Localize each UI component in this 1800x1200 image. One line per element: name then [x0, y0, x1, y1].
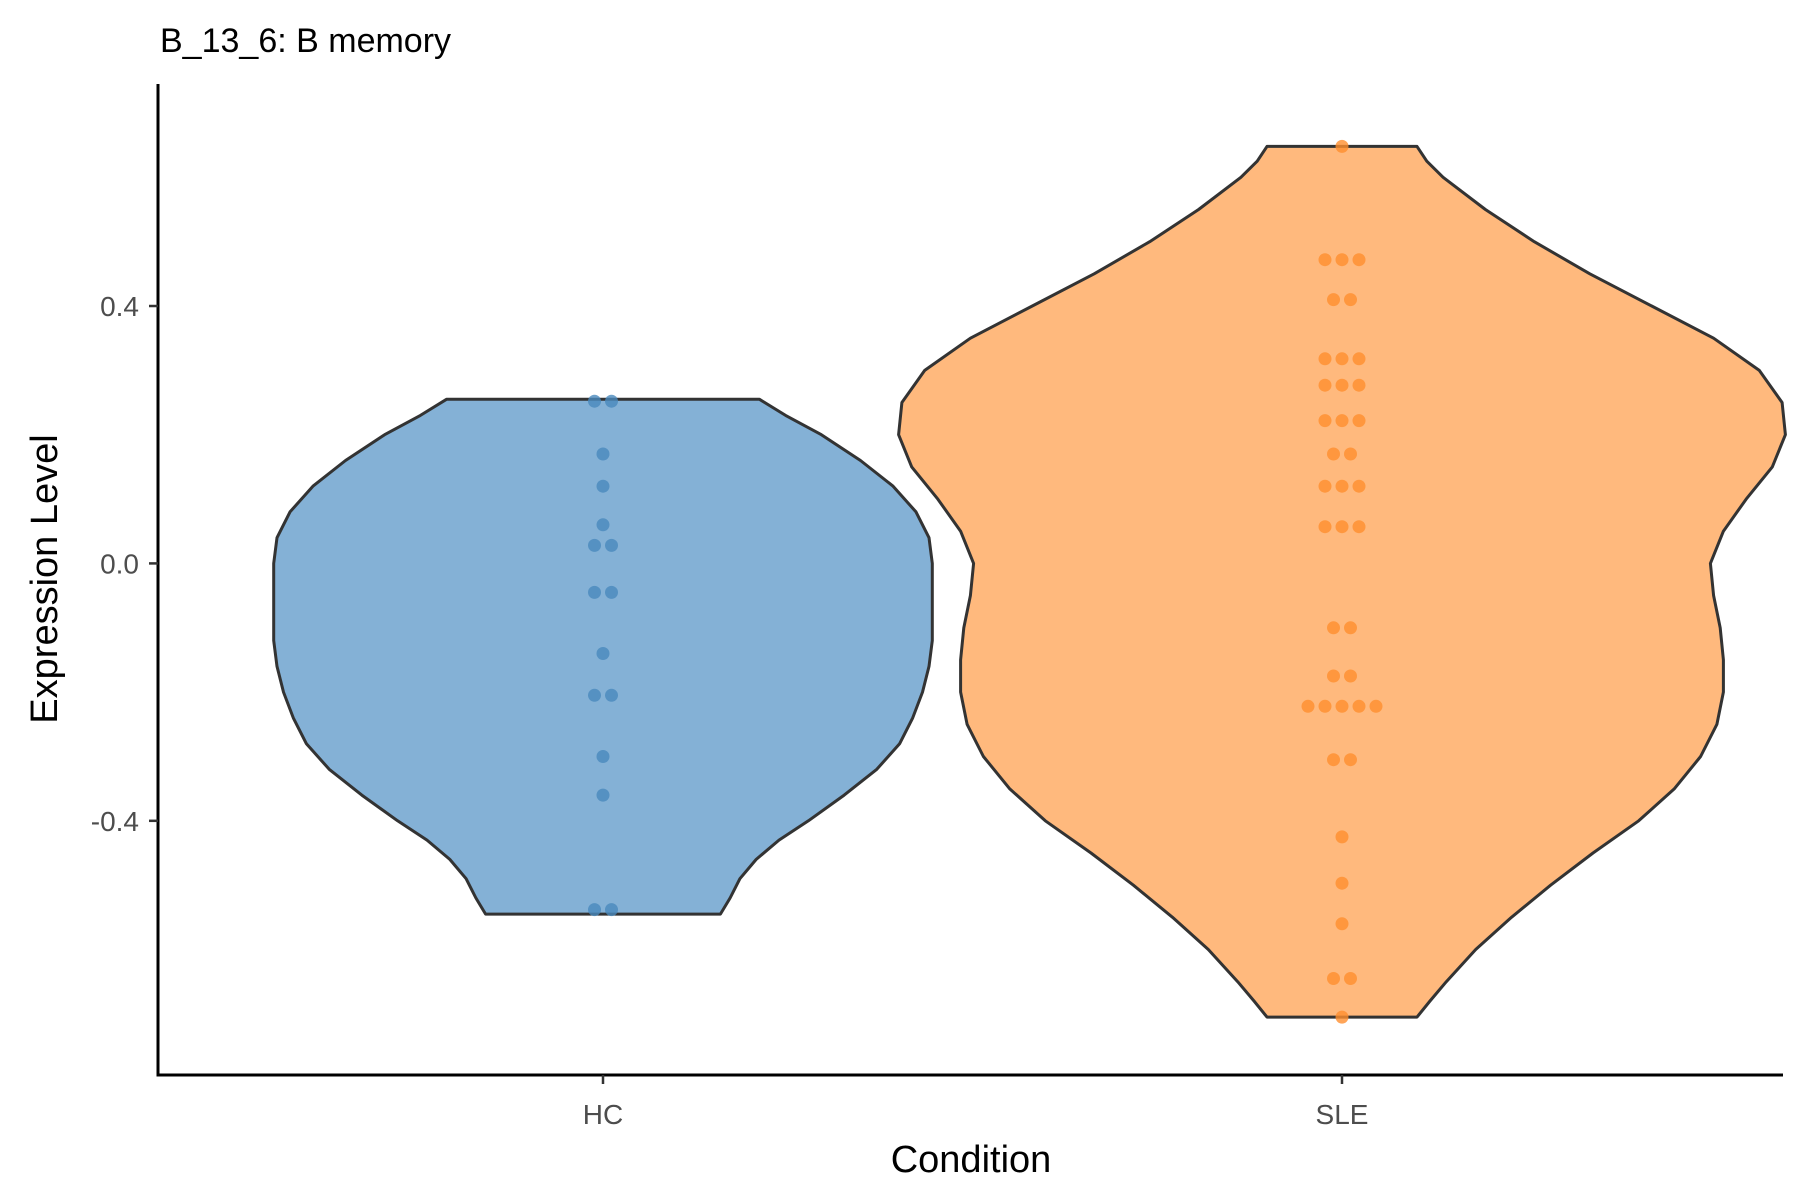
data-point-sle: [1344, 972, 1357, 985]
data-point-sle: [1352, 520, 1366, 534]
data-point-hc: [588, 538, 601, 552]
data-point-sle: [1352, 378, 1366, 392]
data-point-hc: [596, 479, 610, 493]
data-point-hc: [588, 585, 601, 599]
data-point-sle: [1327, 293, 1340, 307]
x-tick-label: HC: [583, 1099, 623, 1130]
data-point-sle: [1327, 972, 1340, 985]
data-point-sle: [1335, 830, 1349, 844]
x-tick-label: SLE: [1316, 1099, 1369, 1130]
data-point-sle: [1344, 447, 1357, 461]
data-point-sle: [1352, 352, 1366, 366]
data-point-sle: [1335, 414, 1349, 428]
data-point-sle: [1318, 520, 1332, 534]
data-point-hc: [596, 647, 610, 660]
data-point-hc: [596, 447, 610, 461]
data-point-sle: [1352, 479, 1366, 493]
data-point-hc: [605, 538, 618, 552]
data-point-sle: [1352, 253, 1366, 267]
data-point-sle: [1344, 293, 1357, 307]
data-point-sle: [1344, 669, 1357, 683]
data-point-sle: [1327, 621, 1340, 635]
data-point-sle: [1327, 669, 1340, 683]
y-axis-ticks: -0.4 0.0 0.4: [91, 291, 158, 837]
data-point-hc: [605, 394, 618, 408]
x-axis-ticks: HC SLE: [583, 1075, 1369, 1130]
data-point-sle: [1335, 253, 1349, 267]
data-point-sle: [1344, 621, 1357, 635]
data-point-sle: [1335, 876, 1349, 890]
data-point-hc: [605, 585, 618, 599]
data-point-sle: [1335, 1010, 1349, 1024]
data-point-sle: [1335, 378, 1349, 392]
data-point-hc: [596, 788, 610, 802]
data-point-sle: [1344, 753, 1357, 767]
data-point-sle: [1318, 378, 1332, 392]
data-point-sle: [1318, 699, 1332, 713]
data-point-sle: [1327, 753, 1340, 767]
data-point-hc: [605, 688, 618, 702]
data-point-sle: [1369, 699, 1383, 713]
data-point-sle: [1301, 699, 1315, 713]
data-point-sle: [1352, 414, 1366, 428]
data-point-sle: [1335, 917, 1349, 931]
data-point-sle: [1327, 447, 1340, 461]
data-point-hc: [596, 750, 610, 763]
data-point-sle: [1318, 253, 1332, 267]
data-point-sle: [1335, 352, 1349, 366]
data-point-sle: [1318, 414, 1332, 428]
data-point-sle: [1335, 139, 1349, 153]
data-point-hc: [605, 903, 618, 917]
data-point-hc: [596, 518, 610, 532]
data-point-hc: [588, 688, 601, 702]
data-point-sle: [1335, 520, 1349, 534]
data-point-sle: [1335, 699, 1349, 713]
y-tick-label: -0.4: [91, 806, 139, 837]
data-point-sle: [1335, 479, 1349, 493]
y-tick-label: 0.4: [100, 291, 139, 322]
data-point-sle: [1352, 699, 1366, 713]
y-tick-label: 0.0: [100, 548, 139, 579]
data-point-sle: [1318, 479, 1332, 493]
data-point-sle: [1318, 352, 1332, 366]
x-axis-title: Condition: [891, 1139, 1052, 1181]
violin-sle: [897, 144, 1787, 1019]
plot-area: [272, 139, 1787, 1024]
y-axis-title: Expression Level: [24, 434, 66, 723]
chart-title: B_13_6: B memory: [160, 22, 451, 60]
data-point-hc: [588, 394, 601, 408]
data-point-hc: [588, 903, 601, 917]
